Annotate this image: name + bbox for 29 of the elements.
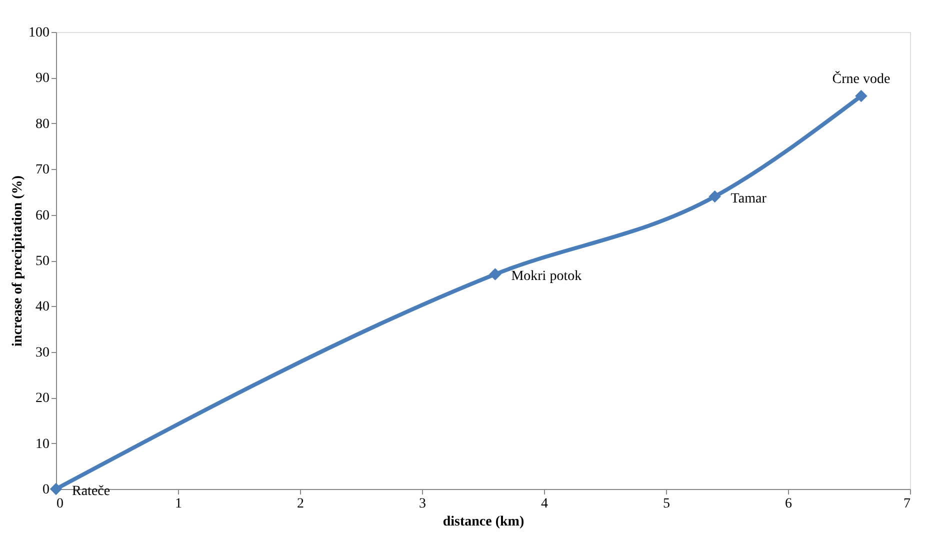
y-tick-label: 100 [28,26,50,40]
x-tick-label: 2 [297,496,304,512]
point [489,268,502,280]
y-tick-label: 50 [36,254,50,269]
y-tick-label: 0 [42,482,50,498]
point [855,90,868,102]
y-tick-label: 90 [36,71,50,86]
annotation: Črne vode [832,70,890,87]
x-axis-title: distance (km) [442,514,524,530]
x-tick-label: 3 [419,496,426,512]
x-tick-label: 1 [175,496,182,512]
x-tick-label: 0 [56,496,64,512]
y-tick-label: 40 [36,300,50,315]
point [50,482,62,496]
annotation: Rateče [72,484,110,499]
y-tick-label: 70 [36,162,50,178]
x-tick-label: 5 [663,496,670,512]
y-tick-label: 10 [36,436,50,452]
point [708,190,721,203]
y-tick-label: 80 [36,116,50,132]
annotation: Mokri potok [511,269,582,284]
y-tick-label: 30 [36,345,50,360]
x-tick-label: 7 [904,496,910,512]
y-axis-title: increase of precipitation (%) [10,175,26,346]
y-tick-label: 60 [36,208,50,224]
annotation: Tamar [730,192,767,207]
y-tick-label: 20 [36,391,50,406]
x-tick-label: 4 [541,496,548,512]
x-tick-label: 6 [785,496,792,512]
